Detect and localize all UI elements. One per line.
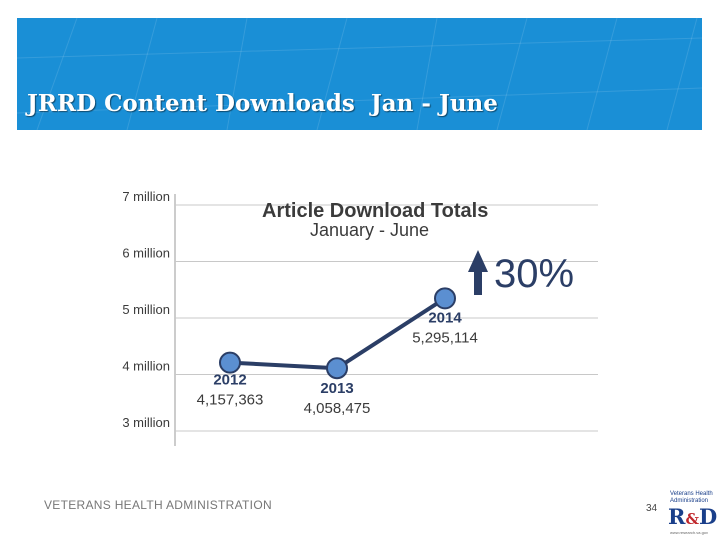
logo-mark-amp: &: [685, 510, 699, 528]
growth-annotation: 30%: [494, 252, 574, 296]
banner-texture: [17, 18, 702, 130]
series-layer: [219, 287, 456, 380]
y-tick-labels: 3 million 4 million 5 million 6 million 7 mi…: [122, 189, 170, 430]
title-banner: JRRD Content Downloads Jan - June: [17, 18, 702, 130]
page-number: 34: [646, 503, 658, 514]
data-value-label: 5,295,114: [412, 329, 478, 346]
logo-mark-r: R: [668, 504, 686, 529]
chart-subtitle: January - June: [310, 220, 429, 240]
data-point: [219, 351, 241, 374]
x-category-label: 2014: [428, 309, 462, 326]
data-point: [326, 357, 348, 380]
data-point: [434, 287, 456, 310]
data-value-label: 4,157,363: [197, 392, 264, 409]
slide-title: JRRD Content Downloads Jan - June: [27, 90, 498, 117]
arrow-up-icon: [468, 250, 488, 295]
y-tick-label: 4 million: [122, 359, 170, 374]
point-labels: 2012 4,157,363 2013 4,058,475 2014 5,295,114: [197, 309, 478, 417]
download-chart: 3 million 4 million 5 million 6 million 7 mi…: [122, 189, 598, 446]
footer-text: VETERANS HEALTH ADMINISTRATION: [44, 498, 272, 512]
rd-logo: Veterans Health Administration R&D www.r…: [666, 490, 717, 538]
x-category-label: 2013: [320, 380, 353, 397]
logo-mark: R&D: [668, 504, 717, 529]
logo-line-1: Veterans Health: [670, 491, 713, 497]
y-tick-label: 5 million: [122, 302, 170, 317]
data-value-label: 4,058,475: [304, 400, 371, 417]
logo-mark-d: D: [699, 504, 718, 529]
logo-line-3: www.research.va.gov: [670, 530, 709, 535]
chart-title: Article Download Totals: [262, 200, 488, 222]
y-tick-label: 3 million: [122, 415, 170, 430]
y-tick-label: 7 million: [122, 189, 170, 204]
y-tick-label: 6 million: [122, 246, 170, 261]
x-category-label: 2012: [213, 372, 246, 389]
grid-layer: [174, 194, 598, 446]
logo-line-2: Administration: [670, 498, 709, 504]
